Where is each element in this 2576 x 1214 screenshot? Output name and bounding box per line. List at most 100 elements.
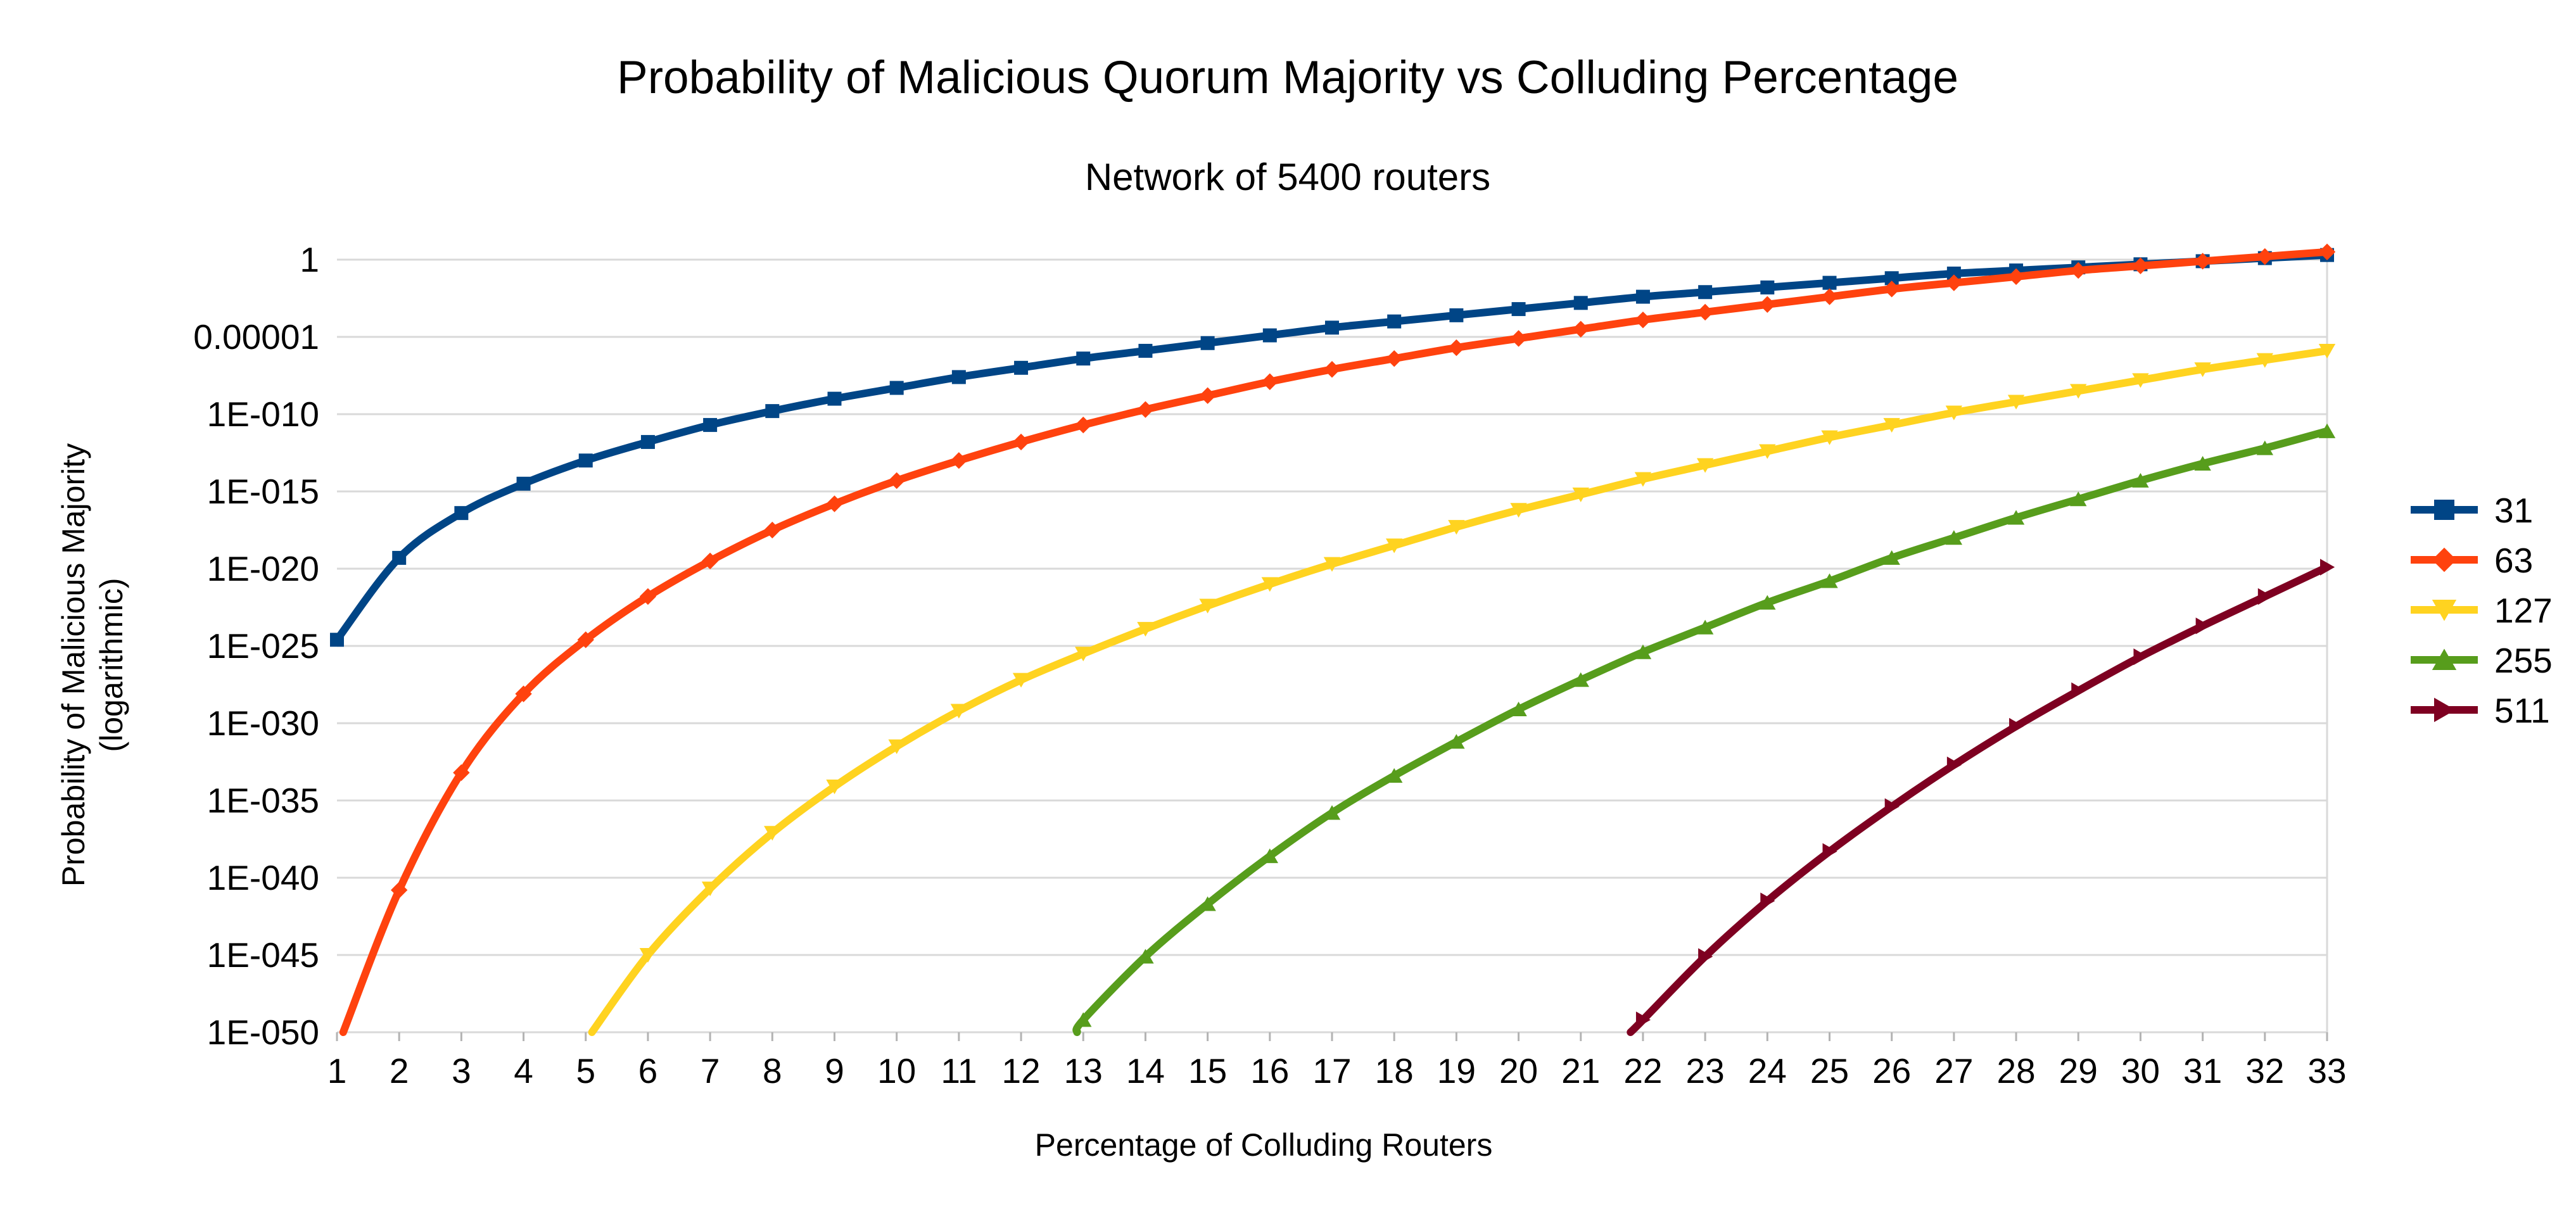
data-point-63 [453,764,470,781]
data-point-31 [1698,285,1713,300]
x-tick-label: 26 [1872,1051,1911,1091]
series-line-127 [588,346,2331,1036]
data-point-511 [2195,617,2211,635]
data-point-31 [640,434,655,449]
y-axis-label-unit: (logarithmic) [94,578,129,752]
x-tick-label: 19 [1437,1051,1476,1091]
x-tick-label: 12 [1001,1051,1040,1091]
data-point-255 [1323,805,1341,820]
data-point-63 [1323,361,1341,378]
x-tick-label: 18 [1375,1051,1414,1091]
x-ticks: 1 2 3 4 5 6 7 8 9 10 11 12 13 14 15 16 17 18 19 20 21 22 23 24 2… [327,1032,2347,1091]
x-tick-label: 2 [390,1051,409,1091]
data-point-255 [2132,472,2149,488]
data-point-63 [1199,387,1216,404]
data-point-31 [1200,336,1215,350]
data-point-127 [1448,520,1465,535]
data-point-63 [2256,248,2274,265]
series-127 [588,343,2336,1036]
data-point-31 [1325,320,1339,335]
x-tick-label: 9 [825,1051,844,1091]
data-point-255 [2007,510,2025,525]
data-point-63 [826,495,843,512]
series-layer [330,243,2336,1036]
data-point-127 [2256,353,2274,368]
legend-label: 127 [2494,591,2553,630]
y-tick-label: 1 [300,240,319,279]
x-axis-label: Percentage of Colluding Routers [1035,1127,1493,1163]
data-point-511 [1946,756,1962,774]
x-tick-label: 8 [763,1051,782,1091]
data-point-63 [701,552,719,569]
data-point-255 [1696,619,1714,635]
data-point-31 [765,404,780,419]
data-point-127 [1012,673,1030,688]
x-tick-label: 16 [1250,1051,1289,1091]
data-point-255 [1883,550,1900,565]
data-point-511 [1698,948,1713,965]
data-point-63 [1634,311,1652,329]
data-point-511 [1760,892,1775,909]
data-point-63 [950,452,968,469]
data-point-255 [1572,672,1589,687]
x-tick-label: 21 [1561,1051,1600,1091]
data-point-511 [2071,682,2086,699]
data-point-127 [1883,418,1900,433]
data-point-127 [1137,622,1154,637]
data-point-511 [1884,798,1900,815]
x-tick-label: 11 [941,1051,977,1091]
data-point-255 [1821,573,1838,588]
legend-label: 63 [2494,541,2533,580]
legend-marker [2432,648,2457,670]
data-point-31 [703,418,718,433]
data-point-31 [889,381,904,395]
data-point-31 [1262,328,1277,343]
data-point-63 [2194,253,2211,270]
data-point-31 [392,550,407,565]
y-ticks: 1 0.00001 1E-010 1E-015 1E-020 1E-025 1E-030 1E… [193,240,319,1052]
data-point-31 [1946,266,1961,281]
x-tick-label: 6 [638,1051,658,1091]
data-point-255 [2318,423,2336,438]
data-point-127 [1634,472,1652,487]
legend-marker [2434,500,2454,520]
x-tick-label: 15 [1188,1051,1227,1091]
data-point-255 [1385,768,1403,783]
legend-label: 511 [2494,691,2550,730]
data-point-127 [1759,444,1776,459]
data-point-255 [2256,440,2274,455]
data-point-511 [2257,588,2273,605]
data-point-63 [888,472,905,490]
data-point-31 [1511,302,1526,317]
data-point-63 [1385,350,1403,367]
y-tick-label: 1E-035 [207,781,319,820]
data-point-63 [1075,416,1092,434]
x-tick-label: 33 [2307,1051,2346,1091]
data-point-127 [2132,373,2149,388]
data-point-127 [2194,362,2211,377]
data-point-511 [2009,718,2024,735]
data-point-127 [1510,503,1527,518]
data-point-127 [2007,395,2025,410]
chart-subtitle: Network of 5400 routers [1085,156,1490,198]
data-point-63 [515,685,532,702]
data-point-31 [1760,280,1775,294]
data-point-511 [2320,559,2335,576]
legend-marker [2434,697,2456,723]
x-tick-label: 30 [2121,1051,2160,1091]
y-tick-label: 1E-030 [207,704,319,743]
data-point-127 [764,826,781,841]
x-tick-label: 32 [2245,1051,2284,1091]
data-point-31 [330,633,344,647]
data-point-127 [2318,343,2336,359]
x-tick-label: 17 [1312,1051,1351,1091]
data-point-127 [1572,487,1589,502]
data-point-255 [1199,896,1216,911]
data-point-255 [1759,595,1776,610]
legend-marker [2432,547,2457,572]
series-255 [1072,423,2336,1036]
data-point-31 [1076,351,1091,366]
y-tick-label: 1E-020 [207,549,319,588]
x-tick-label: 3 [452,1051,471,1091]
x-tick-label: 27 [1934,1051,1973,1091]
